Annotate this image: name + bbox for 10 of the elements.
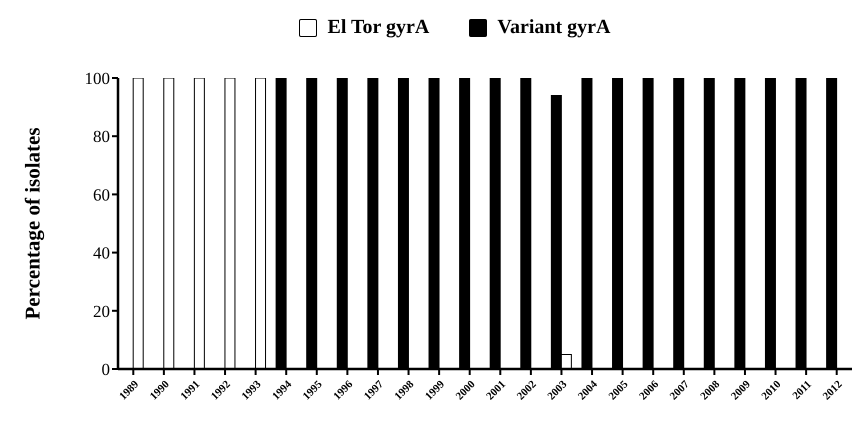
legend-label: El Tor gyrA: [327, 16, 430, 39]
y-tick-label: 0: [102, 360, 110, 380]
y-tick-label: 100: [84, 69, 110, 88]
y-axis-title: Percentage of isolates: [20, 127, 44, 320]
y-tick-label: 40: [93, 244, 110, 263]
y-tick-label: 80: [93, 127, 110, 146]
x-tick-label: 2011: [790, 378, 814, 402]
y-tick-label: 60: [93, 185, 110, 204]
legend-label: Variant gyrA: [497, 16, 611, 39]
y-tick-label: 20: [93, 302, 110, 321]
